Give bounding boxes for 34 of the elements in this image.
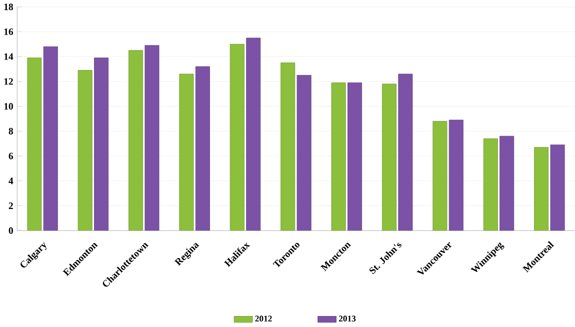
y-tick-label: 2 — [8, 202, 13, 209]
bar — [230, 44, 244, 230]
bar — [144, 45, 160, 230]
y-tick-label: 14 — [4, 53, 14, 60]
bar — [550, 144, 565, 230]
y-tick-label: 12 — [4, 78, 13, 84]
bar — [382, 84, 396, 230]
bar — [280, 62, 296, 230]
y-tick-label: 4 — [8, 177, 14, 184]
y-tick-label: 0 — [8, 227, 13, 234]
bar — [195, 66, 210, 230]
y-tick-label: 10 — [4, 102, 13, 110]
y-tick-label: 6 — [8, 152, 14, 160]
y-tick-label: 8 — [8, 128, 14, 134]
bar — [348, 82, 362, 230]
bar — [128, 50, 144, 230]
y-tick-label: 18 — [4, 3, 14, 10]
bar — [500, 136, 514, 230]
bar — [448, 120, 464, 230]
legend-label: 2012 — [255, 315, 272, 322]
bar — [432, 120, 448, 230]
bar — [398, 74, 413, 230]
bar — [296, 74, 312, 230]
bar — [483, 138, 498, 230]
bar — [94, 57, 109, 230]
bar — [331, 82, 346, 230]
bar — [534, 146, 549, 230]
bar — [179, 74, 194, 230]
bar — [43, 46, 58, 230]
bar — [246, 38, 261, 230]
y-tick-label: 16 — [4, 28, 14, 35]
bar — [78, 70, 92, 230]
bar — [27, 57, 42, 230]
legend-label: 2013 — [338, 315, 356, 322]
